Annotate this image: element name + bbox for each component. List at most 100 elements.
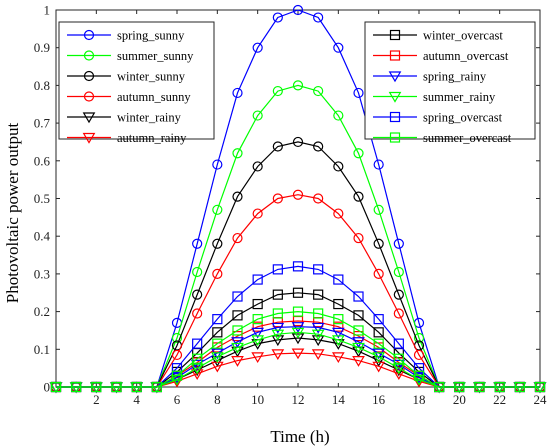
data-point-autumn_sunny	[373, 268, 384, 279]
data-point-summer_sunny	[313, 85, 324, 97]
data-point-spring_overcast	[171, 363, 183, 374]
legend-label-winter_rainy: winter_rainy	[117, 111, 182, 125]
data-point-winter_overcast	[232, 310, 243, 321]
data-point-autumn_sunny	[413, 349, 425, 361]
data-point-winter_sunny	[252, 161, 263, 172]
data-point-autumn_sunny	[292, 189, 304, 200]
x-tick-label: 12	[292, 392, 305, 407]
data-point-summer_sunny	[252, 110, 263, 121]
x-tick-label: 20	[453, 392, 466, 407]
data-point-summer_overcast	[494, 381, 505, 393]
data-point-spring_overcast	[393, 338, 404, 349]
legend-label-summer_overcast: summer_overcast	[423, 131, 512, 145]
x-tick-label: 16	[372, 392, 386, 407]
data-point-spring_sunny	[393, 238, 404, 249]
data-point-summer_overcast	[71, 381, 82, 393]
data-point-spring_sunny	[212, 159, 223, 170]
data-point-autumn_rainy	[352, 356, 365, 367]
data-point-summer_sunny	[333, 110, 344, 121]
data-point-autumn_overcast	[353, 331, 364, 342]
x-tick-label: 14	[332, 392, 346, 407]
y-axis-label: Photovoltaic power output	[3, 123, 22, 304]
legend-marker-autumn_overcast	[389, 50, 401, 61]
data-point-spring_sunny	[192, 238, 203, 249]
data-point-spring_overcast	[413, 363, 425, 374]
data-point-summer_overcast	[434, 381, 445, 393]
data-point-spring_sunny	[292, 4, 304, 16]
data-point-spring_overcast	[333, 274, 344, 285]
x-tick-label: 6	[174, 392, 181, 407]
data-point-spring_overcast	[212, 314, 223, 325]
data-point-summer_overcast	[252, 314, 263, 325]
data-point-winter_sunny	[393, 289, 404, 300]
legend-label-spring_sunny: spring_sunny	[117, 29, 185, 43]
data-point-spring_rainy	[251, 327, 265, 339]
data-point-autumn_sunny	[252, 208, 263, 219]
data-point-autumn_sunny	[313, 193, 324, 204]
y-tick-label: 0.9	[34, 40, 50, 55]
legend-label-spring_rainy: spring_rainy	[423, 70, 487, 84]
data-point-summer_overcast	[131, 381, 142, 393]
data-point-summer_overcast	[333, 314, 344, 325]
data-point-summer_sunny	[413, 332, 425, 344]
data-point-summer_overcast	[353, 325, 364, 336]
x-tick-label: 2	[93, 392, 100, 407]
data-point-summer_rainy	[190, 363, 204, 375]
data-point-summer_overcast	[514, 381, 525, 393]
data-point-winter_sunny	[373, 238, 384, 249]
data-point-summer_rainy	[231, 342, 244, 354]
data-point-winter_sunny	[292, 136, 304, 148]
data-point-summer_sunny	[171, 332, 183, 344]
data-point-summer_overcast	[50, 381, 62, 393]
data-point-winter_overcast	[373, 327, 384, 338]
data-point-summer_overcast	[151, 381, 162, 393]
legend-right-box	[364, 21, 536, 140]
y-tick-label: 0	[44, 380, 51, 395]
data-point-summer_rainy	[352, 342, 365, 354]
data-point-summer_overcast	[413, 370, 425, 381]
y-tick-label: 0.4	[34, 229, 51, 244]
legend-marker-winter_rainy	[82, 112, 96, 124]
data-point-autumn_sunny	[333, 208, 344, 219]
y-tick-label: 0.2	[34, 304, 50, 319]
data-point-spring_overcast	[292, 261, 304, 272]
data-point-winter_rainy	[392, 365, 406, 377]
y-tick-label: 0.3	[34, 266, 50, 281]
data-point-summer_rainy	[271, 329, 285, 341]
data-point-summer_overcast	[111, 381, 122, 393]
data-point-autumn_sunny	[192, 308, 203, 319]
legend-marker-summer_overcast	[389, 132, 401, 143]
data-point-summer_overcast	[292, 306, 304, 317]
data-point-summer_overcast	[454, 381, 465, 393]
legend-marker-spring_overcast	[389, 111, 401, 123]
x-tick-label: 24	[534, 392, 548, 407]
data-point-summer_overcast	[393, 353, 404, 364]
data-point-autumn_rainy	[271, 349, 285, 361]
data-point-summer_sunny	[373, 204, 384, 215]
data-point-winter_overcast	[212, 327, 223, 338]
data-point-autumn_overcast	[333, 321, 344, 332]
legend-label-autumn_overcast: autumn_overcast	[423, 49, 509, 63]
data-point-spring_rainy	[231, 337, 244, 348]
data-point-summer_sunny	[272, 85, 283, 97]
data-point-summer_overcast	[192, 353, 203, 364]
x-tick-label: 10	[251, 392, 264, 407]
legend-label-autumn_sunny: autumn_sunny	[117, 90, 191, 104]
legend-marker-spring_rainy	[388, 71, 402, 83]
data-point-summer_rainy	[291, 327, 305, 339]
y-tick-label: 0.7	[34, 116, 51, 131]
legend-label-spring_overcast: spring_overcast	[423, 111, 503, 125]
data-point-summer_sunny	[292, 80, 304, 91]
data-point-winter_sunny	[272, 141, 283, 152]
data-point-summer_sunny	[232, 148, 243, 159]
data-point-summer_rainy	[372, 352, 386, 364]
data-point-autumn_rainy	[251, 352, 265, 364]
data-point-summer_sunny	[192, 266, 203, 278]
data-point-spring_rainy	[291, 322, 305, 333]
data-point-spring_overcast	[373, 314, 384, 325]
data-point-autumn_rainy	[331, 352, 345, 364]
data-point-summer_overcast	[212, 338, 223, 349]
y-tick-label: 0.6	[34, 153, 51, 168]
data-point-spring_rainy	[271, 322, 285, 334]
